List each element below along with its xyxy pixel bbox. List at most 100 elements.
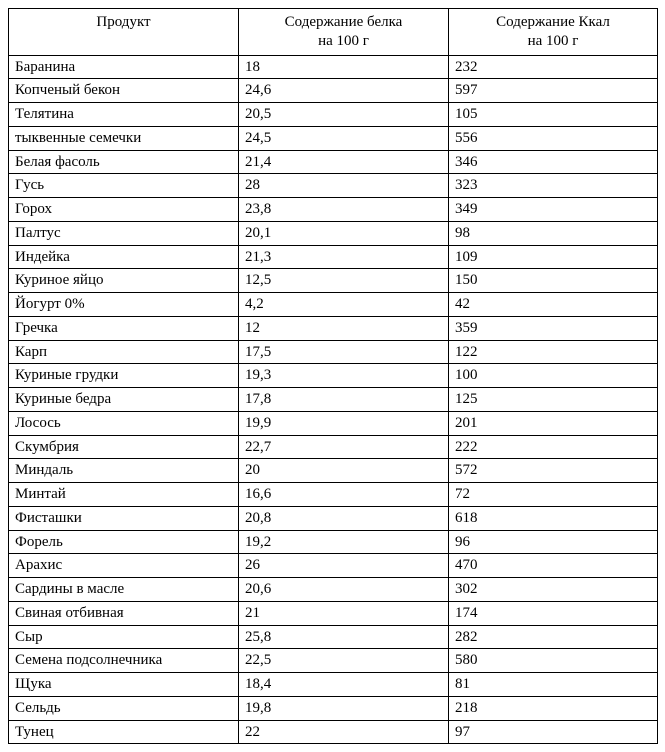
- table-row: тыквенные семечки24,5556: [9, 126, 658, 150]
- table-row: Гусь28323: [9, 174, 658, 198]
- cell-product: Палтус: [9, 221, 239, 245]
- cell-protein: 22,5: [239, 649, 449, 673]
- cell-product: Йогурт 0%: [9, 293, 239, 317]
- cell-kcal: 572: [449, 459, 658, 483]
- cell-protein: 25,8: [239, 625, 449, 649]
- col-header-protein-line2: на 100 г: [318, 33, 369, 49]
- table-row: Семена подсолнечника22,5580: [9, 649, 658, 673]
- cell-kcal: 222: [449, 435, 658, 459]
- cell-product: Горох: [9, 198, 239, 222]
- cell-protein: 21: [239, 601, 449, 625]
- cell-protein: 22,7: [239, 435, 449, 459]
- cell-kcal: 100: [449, 364, 658, 388]
- table-row: Баранина18232: [9, 55, 658, 79]
- cell-kcal: 201: [449, 411, 658, 435]
- cell-product: Куриное яйцо: [9, 269, 239, 293]
- cell-protein: 17,8: [239, 388, 449, 412]
- cell-kcal: 98: [449, 221, 658, 245]
- table-row: Куриные грудки19,3100: [9, 364, 658, 388]
- table-row: Лосось19,9201: [9, 411, 658, 435]
- cell-kcal: 122: [449, 340, 658, 364]
- cell-product: Тунец: [9, 720, 239, 744]
- cell-protein: 17,5: [239, 340, 449, 364]
- cell-kcal: 105: [449, 103, 658, 127]
- cell-protein: 19,2: [239, 530, 449, 554]
- cell-protein: 4,2: [239, 293, 449, 317]
- cell-kcal: 597: [449, 79, 658, 103]
- cell-protein: 16,6: [239, 483, 449, 507]
- table-row: Сардины в масле20,6302: [9, 578, 658, 602]
- cell-protein: 21,4: [239, 150, 449, 174]
- cell-product: Белая фасоль: [9, 150, 239, 174]
- cell-kcal: 323: [449, 174, 658, 198]
- col-header-protein: Содержание белка на 100 г: [239, 9, 449, 56]
- table-row: Горох23,8349: [9, 198, 658, 222]
- cell-protein: 26: [239, 554, 449, 578]
- cell-kcal: 349: [449, 198, 658, 222]
- table-row: Карп17,5122: [9, 340, 658, 364]
- cell-protein: 18: [239, 55, 449, 79]
- cell-kcal: 97: [449, 720, 658, 744]
- cell-product: Форель: [9, 530, 239, 554]
- cell-protein: 12: [239, 316, 449, 340]
- col-header-protein-line1: Содержание белка: [285, 14, 403, 30]
- cell-kcal: 72: [449, 483, 658, 507]
- cell-product: Сыр: [9, 625, 239, 649]
- cell-kcal: 470: [449, 554, 658, 578]
- cell-protein: 28: [239, 174, 449, 198]
- col-header-kcal-line2: на 100 г: [528, 33, 579, 49]
- cell-kcal: 232: [449, 55, 658, 79]
- cell-product: Миндаль: [9, 459, 239, 483]
- cell-kcal: 580: [449, 649, 658, 673]
- table-row: Телятина20,5105: [9, 103, 658, 127]
- cell-protein: 19,8: [239, 696, 449, 720]
- table-row: Арахис26470: [9, 554, 658, 578]
- cell-protein: 18,4: [239, 673, 449, 697]
- protein-kcal-table: Продукт Содержание белка на 100 г Содерж…: [8, 8, 658, 744]
- table-row: Сельдь19,8218: [9, 696, 658, 720]
- table-row: Миндаль20572: [9, 459, 658, 483]
- cell-protein: 21,3: [239, 245, 449, 269]
- table-row: Тунец2297: [9, 720, 658, 744]
- cell-protein: 19,3: [239, 364, 449, 388]
- cell-product: Телятина: [9, 103, 239, 127]
- cell-product: тыквенные семечки: [9, 126, 239, 150]
- cell-protein: 22: [239, 720, 449, 744]
- cell-product: Гусь: [9, 174, 239, 198]
- cell-kcal: 42: [449, 293, 658, 317]
- cell-product: Сельдь: [9, 696, 239, 720]
- cell-product: Минтай: [9, 483, 239, 507]
- table-row: Минтай16,672: [9, 483, 658, 507]
- cell-protein: 20,8: [239, 506, 449, 530]
- table-body: Баранина18232Копченый бекон24,6597Теляти…: [9, 55, 658, 744]
- cell-kcal: 96: [449, 530, 658, 554]
- cell-kcal: 282: [449, 625, 658, 649]
- table-row: Фисташки20,8618: [9, 506, 658, 530]
- cell-product: Карп: [9, 340, 239, 364]
- table-row: Свиная отбивная21174: [9, 601, 658, 625]
- table-row: Куриное яйцо12,5150: [9, 269, 658, 293]
- cell-kcal: 125: [449, 388, 658, 412]
- cell-product: Фисташки: [9, 506, 239, 530]
- cell-kcal: 109: [449, 245, 658, 269]
- table-row: Копченый бекон24,6597: [9, 79, 658, 103]
- col-header-product: Продукт: [9, 9, 239, 56]
- cell-protein: 20,5: [239, 103, 449, 127]
- cell-product: Куриные грудки: [9, 364, 239, 388]
- table-row: Белая фасоль21,4346: [9, 150, 658, 174]
- cell-product: Семена подсолнечника: [9, 649, 239, 673]
- cell-protein: 12,5: [239, 269, 449, 293]
- cell-product: Индейка: [9, 245, 239, 269]
- table-row: Гречка12359: [9, 316, 658, 340]
- cell-protein: 20: [239, 459, 449, 483]
- cell-protein: 24,6: [239, 79, 449, 103]
- cell-product: Сардины в масле: [9, 578, 239, 602]
- cell-kcal: 346: [449, 150, 658, 174]
- cell-kcal: 556: [449, 126, 658, 150]
- table-row: Палтус20,198: [9, 221, 658, 245]
- cell-product: Щука: [9, 673, 239, 697]
- cell-kcal: 359: [449, 316, 658, 340]
- table-row: Щука18,481: [9, 673, 658, 697]
- table-row: Куриные бедра17,8125: [9, 388, 658, 412]
- cell-kcal: 302: [449, 578, 658, 602]
